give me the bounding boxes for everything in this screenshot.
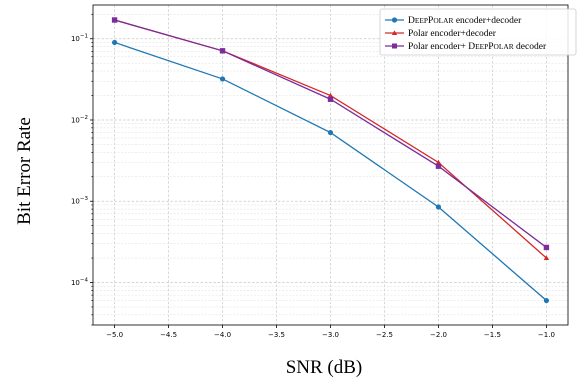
legend-marker-polar — [391, 30, 398, 35]
data-point — [219, 48, 226, 54]
legend-marker-deeppolar — [391, 17, 398, 23]
y-axis-ticks: 10−1 10−2 10−3 10−4 — [71, 13, 93, 326]
x-tick-label: −4.5 — [160, 331, 177, 339]
x-tick-label: −4.0 — [214, 331, 231, 339]
data-point — [327, 92, 334, 98]
legend-entry-polar-deeppolar: Polar encoder+ DEEPPOLAR decoder — [385, 42, 547, 52]
data-point — [543, 244, 550, 251]
x-axis-title: SNR (dB) — [286, 357, 363, 378]
series-polar-deeppolar — [111, 17, 550, 251]
x-tick-label: −2.5 — [376, 331, 393, 339]
y-axis-title: Bit Error Rate — [14, 117, 35, 225]
y-tick-label: 10−2 — [71, 115, 88, 125]
series-group — [111, 17, 550, 304]
data-point — [111, 39, 118, 46]
data-point — [435, 163, 442, 169]
legend-entry-deeppolar: DEEPPOLAR encoder+decoder — [385, 16, 522, 26]
legend-marker-polar-deeppolar — [392, 43, 397, 49]
x-tick-label: −5.0 — [106, 331, 123, 339]
data-point — [327, 96, 334, 102]
y-tick-label: 10−4 — [71, 278, 89, 288]
x-tick-label: −1.5 — [484, 331, 501, 339]
y-tick-label: 10−1 — [71, 34, 88, 44]
data-point — [327, 129, 334, 136]
data-point — [543, 255, 550, 261]
data-point — [219, 76, 226, 82]
legend-label-polar-deeppolar: Polar encoder+ DEEPPOLAR decoder — [408, 42, 547, 52]
legend-label-deeppolar: DEEPPOLAR encoder+decoder — [408, 16, 522, 26]
x-axis-ticks: −5.0 −4.5 −4.0 −3.5 −3.0 −2.5 −2.0 −1.5 −1.0 — [106, 325, 555, 339]
x-tick-label: −1.0 — [538, 331, 555, 339]
legend: DEEPPOLAR encoder+decoder Polar encoder+… — [379, 8, 577, 56]
x-tick-label: −2.0 — [430, 331, 447, 339]
legend-entry-polar: Polar encoder+decoder — [385, 29, 497, 39]
x-tick-label: −3.0 — [322, 331, 339, 339]
x-tick-label: −3.5 — [268, 331, 285, 339]
data-point — [543, 297, 550, 304]
y-tick-label: 10−3 — [71, 196, 89, 206]
legend-label-polar: Polar encoder+decoder — [408, 29, 497, 39]
series-deeppolar — [111, 39, 550, 304]
data-point — [435, 204, 442, 210]
data-point — [111, 17, 118, 23]
legend-box — [379, 8, 577, 56]
data-point — [435, 159, 442, 165]
